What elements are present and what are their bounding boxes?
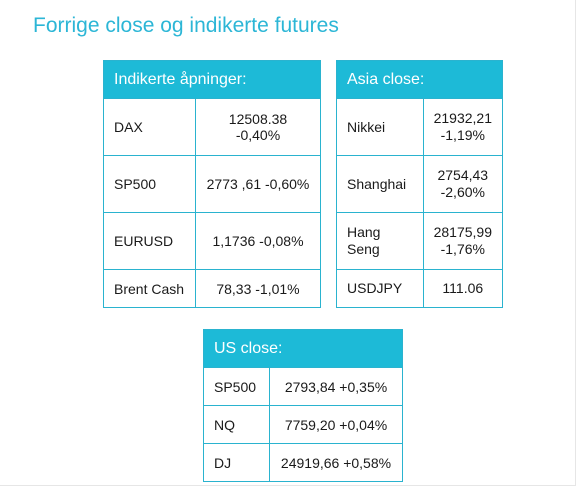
table-row: NQ 7759,20 +0,04% — [203, 405, 403, 444]
instrument-value: 28175,99 -1,76% — [422, 212, 504, 270]
instrument-name: SP500 — [103, 155, 196, 213]
instrument-name: Shanghai — [336, 155, 424, 213]
us-header: US close: — [203, 329, 403, 368]
asia-close-table: Asia close: Nikkei 21932,21 -1,19% Shang… — [336, 60, 504, 308]
instrument-value: 1,1736 -0,08% — [195, 212, 321, 270]
table-row: Nikkei 21932,21 -1,19% — [336, 98, 504, 156]
us-close-table: US close: SP500 2793,84 +0,35% NQ 7759,2… — [203, 329, 403, 482]
instrument-value: 2773 ,61 -0,60% — [195, 155, 321, 213]
instrument-name: Nikkei — [336, 98, 424, 156]
table-row: Brent Cash 78,33 -1,01% — [103, 269, 321, 308]
instrument-value: 21932,21 -1,19% — [422, 98, 504, 156]
value-change: -2,60% — [440, 184, 485, 200]
instrument-value: 12508.38 -0,40% — [195, 98, 321, 156]
indikerte-header: Indikerte åpninger: — [103, 60, 321, 99]
instrument-name: EURUSD — [103, 212, 196, 270]
value-change: -1,19% — [440, 127, 485, 143]
table-row: EURUSD 1,1736 -0,08% — [103, 212, 321, 270]
table-row: SP500 2773 ,61 -0,60% — [103, 155, 321, 213]
instrument-name: DAX — [103, 98, 196, 156]
instrument-value: 24919,66 +0,58% — [269, 443, 403, 482]
indikerte-table: Indikerte åpninger: DAX 12508.38 -0,40% … — [103, 60, 321, 308]
instrument-name: Brent Cash — [103, 269, 196, 308]
instrument-name: Hang Seng — [336, 212, 424, 270]
value-price: 2754,43 — [437, 167, 489, 183]
value-price: 21932,21 — [433, 110, 492, 126]
instrument-value: 7759,20 +0,04% — [269, 405, 403, 444]
instrument-name: SP500 — [203, 367, 270, 406]
table-row: USDJPY 111.06 — [336, 269, 504, 308]
instrument-value: 111.06 — [422, 269, 504, 308]
instrument-value: 2754,43 -2,60% — [422, 155, 504, 213]
instrument-value: 78,33 -1,01% — [195, 269, 321, 308]
page-title: Forrige close og indikerte futures — [33, 14, 339, 37]
instrument-name: NQ — [203, 405, 270, 444]
table-row: Hang Seng 28175,99 -1,76% — [336, 212, 504, 270]
asia-header: Asia close: — [336, 60, 503, 99]
table-row: Shanghai 2754,43 -2,60% — [336, 155, 504, 213]
table-row: DAX 12508.38 -0,40% — [103, 98, 321, 156]
table-row: DJ 24919,66 +0,58% — [203, 443, 403, 482]
value-change: -1,76% — [440, 241, 485, 257]
table-row: SP500 2793,84 +0,35% — [203, 367, 403, 406]
value-price: 28175,99 — [433, 224, 492, 240]
instrument-value: 2793,84 +0,35% — [269, 367, 403, 406]
instrument-name: DJ — [203, 443, 270, 482]
instrument-name: USDJPY — [336, 269, 424, 308]
